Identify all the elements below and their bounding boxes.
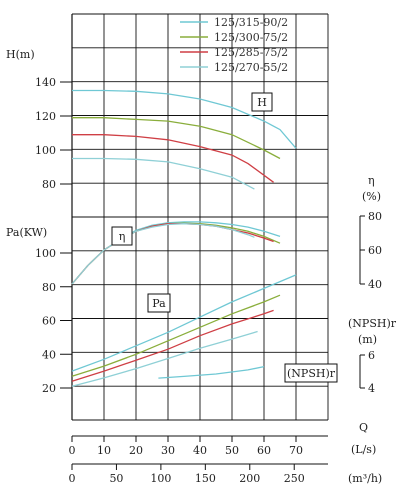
- legend-entry: 125/270-55/2: [214, 61, 288, 74]
- legend-entry: 125/300-75/2: [214, 31, 288, 44]
- pa-tick-label: 40: [42, 348, 56, 361]
- ls-tick-label: 40: [193, 444, 207, 457]
- m3h-tick-label: 100: [150, 472, 171, 485]
- h-curve-label: H: [257, 96, 267, 109]
- axis-labels: 14012010080H(m)10080604020Pa(KW)806040η(…: [6, 48, 397, 485]
- eta-tick-label: 60: [368, 244, 382, 257]
- ls-tick-label: 70: [289, 444, 303, 457]
- h-curve-label-box: [251, 92, 273, 112]
- h-tick-label: 120: [35, 110, 56, 123]
- m3h-tick-label: 250: [284, 472, 305, 485]
- pa-tick-label: 60: [42, 315, 56, 328]
- pa-curve-125-315-90-2: [71, 274, 297, 372]
- h-curve-125-270-55-2: [72, 157, 255, 190]
- npsh-curve-label-box: [284, 363, 338, 383]
- m3h-axis-unit: (m³/h): [348, 472, 382, 485]
- pa-axis-title: Pa(KW): [6, 226, 47, 239]
- pa-curve-label: Pa: [152, 297, 166, 310]
- grid: [71, 13, 329, 421]
- npsh-tick-label: 6: [368, 349, 375, 362]
- legend-entry: 125/285-75/2: [214, 46, 288, 59]
- q-axis-title: Q: [359, 421, 368, 434]
- eta-curve-label: η: [119, 230, 126, 243]
- ls-tick-label: 50: [225, 444, 239, 457]
- pa-curve-125-285-75-2: [71, 309, 274, 382]
- ls-tick-label: 10: [97, 444, 111, 457]
- eta-curve-125-270-55-2: [71, 223, 255, 285]
- pa-curve-125-300-75-2: [71, 294, 281, 377]
- m3h-tick-label: 50: [109, 472, 123, 485]
- legend-entry: 125/315-90/2: [214, 16, 288, 29]
- eta-axis-unit: (%): [362, 190, 381, 203]
- axes: [60, 81, 365, 470]
- npsh-axis-unit: (m): [358, 333, 377, 346]
- ls-tick-label: 0: [69, 444, 76, 457]
- pa-tick-label: 80: [42, 281, 56, 294]
- pa-curve-125-270-55-2: [71, 330, 258, 387]
- h-tick-label: 140: [35, 76, 56, 89]
- h-curve-125-300-75-2: [72, 117, 281, 160]
- eta-tick-label: 80: [368, 210, 382, 223]
- eta-axis-title: η: [368, 174, 375, 187]
- ls-axis-unit: (L/s): [351, 443, 376, 456]
- pa-tick-label: 100: [35, 247, 56, 260]
- curves: [71, 89, 297, 387]
- npsh-tick-label: 4: [368, 382, 375, 395]
- npsh-curve-label: (NPSH)r: [287, 367, 336, 380]
- eta-tick-label: 40: [368, 278, 382, 291]
- eta-curve-label-box: [111, 226, 133, 246]
- h-tick-label: 80: [42, 178, 56, 191]
- pa-curve-label-box: [147, 293, 171, 313]
- ls-tick-label: 60: [257, 444, 271, 457]
- pa-tick-label: 20: [42, 382, 56, 395]
- m3h-tick-label: 150: [195, 472, 216, 485]
- h-curve-125-285-75-2: [72, 134, 274, 183]
- m3h-tick-label: 0: [69, 472, 76, 485]
- h-curve-125-315-90-2: [72, 89, 297, 149]
- m3h-tick-label: 200: [239, 472, 260, 485]
- ls-tick-label: 20: [129, 444, 143, 457]
- h-tick-label: 100: [35, 144, 56, 157]
- ls-tick-label: 30: [161, 444, 175, 457]
- eta-curve-125-300-75-2: [71, 222, 281, 285]
- npsh-curve-125-315-90-2: [158, 365, 265, 379]
- npsh-axis-title: (NPSH)r: [348, 317, 397, 330]
- h-axis-title: H(m): [6, 48, 35, 61]
- legend: 125/315-90/2 125/300-75/2 125/285-75/2 125/…: [180, 16, 288, 74]
